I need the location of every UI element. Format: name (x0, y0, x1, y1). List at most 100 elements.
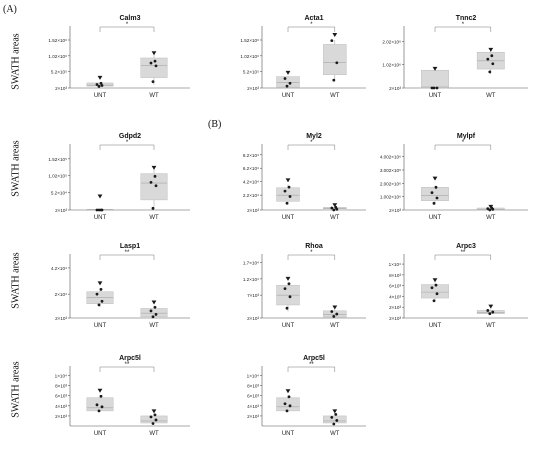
y-tick-label: 1×10⁴ (247, 374, 259, 379)
mean-marker (285, 70, 291, 75)
y-tick-label: 4.002×10⁶ (380, 155, 401, 160)
significance-marker: ** (125, 250, 130, 256)
chart-title: Rhoa (305, 243, 323, 250)
mean-marker (332, 409, 338, 414)
y-tick-label: 2×10³ (247, 86, 259, 91)
significance-bracket (99, 144, 155, 150)
y-tick-label: 1.52×10⁵ (48, 157, 67, 162)
significance-marker: * (310, 140, 313, 146)
y-tick-label: 1.02×10⁶ (240, 54, 259, 59)
box (421, 284, 449, 299)
x-tick-label: UNT (282, 215, 295, 221)
significance-bracket (434, 144, 492, 150)
x-tick-label: UNT (429, 93, 442, 99)
data-point (288, 404, 292, 408)
x-tick-label: WT (330, 323, 340, 329)
box (86, 397, 114, 412)
box (276, 187, 300, 202)
data-point (154, 313, 158, 316)
data-point (151, 80, 155, 84)
box (421, 187, 449, 201)
mean-marker (97, 75, 103, 80)
x-tick-label: WT (149, 323, 159, 329)
data-point (288, 195, 292, 198)
significance-marker: * (310, 22, 313, 28)
y-tick-label: 4×10³ (389, 294, 401, 299)
data-point (488, 70, 492, 74)
x-tick-label: UNT (282, 431, 295, 437)
y-tick-label: 2×10³ (389, 305, 401, 310)
y-tick-label: 1.02×10⁵ (48, 174, 67, 179)
chart-mylpf-5: Mylpf 2×10³ 1.002×10⁶ 2.002×10⁶ 3.002×10⁶ 4.0… (380, 133, 528, 221)
data-point (95, 208, 99, 212)
mean-marker (332, 32, 338, 37)
y-tick-label: 1×10⁴ (389, 262, 401, 267)
box (140, 415, 168, 424)
data-point (335, 419, 339, 422)
y-tick-label: 6.2×10⁴ (243, 166, 259, 171)
mean-marker (432, 278, 438, 283)
y-tick-label: 2×10³ (55, 86, 67, 91)
chart-title: Acta1 (304, 15, 323, 22)
data-point (283, 287, 287, 291)
x-tick-label: WT (330, 93, 340, 99)
y-tick-label: 8×10³ (55, 384, 67, 389)
data-point (283, 189, 287, 193)
x-tick-label: WT (486, 93, 496, 99)
data-point (490, 54, 494, 58)
data-point (154, 184, 158, 188)
y-tick-label: 2×10³ (247, 414, 259, 419)
y-tick-label: 6×10³ (55, 394, 67, 399)
box (140, 173, 168, 201)
chart-myl2-4: Myl2 2×10³ 2.2×10⁴ 4.2×10⁴ 6.2×10⁴ 8.2×10⁴ UNT… (243, 133, 366, 221)
data-point (486, 309, 490, 312)
panel-label-a: (A) (3, 4, 17, 15)
significance-marker: * (462, 22, 465, 28)
y-tick-label: 2×10³ (389, 208, 401, 213)
y-tick-label: 4.2×10⁴ (243, 180, 259, 185)
data-point (287, 185, 291, 189)
mean-marker (488, 304, 494, 309)
mean-marker (151, 409, 157, 414)
x-tick-label: UNT (94, 215, 107, 221)
data-point (332, 422, 336, 426)
significance-bracket (434, 254, 492, 260)
y-tick-label: 1.02×10⁶ (48, 54, 67, 59)
significance-marker: ** (125, 362, 130, 368)
data-point (151, 422, 155, 425)
data-point (97, 409, 101, 413)
data-point (330, 416, 334, 419)
chart-title: Arpc5l (119, 355, 141, 362)
data-point (153, 305, 157, 309)
mean-marker (151, 165, 157, 170)
data-point (432, 86, 436, 90)
y-tick-label: 4×10³ (55, 404, 67, 409)
significance-bracket (287, 254, 336, 260)
y-tick-label: 2×10³ (389, 86, 401, 91)
data-point (335, 312, 339, 316)
y-tick-label: 1.002×10⁶ (380, 195, 401, 200)
data-point (432, 201, 436, 205)
y-tick-label: 2.02×10⁶ (382, 39, 401, 44)
y-tick-label: 2×10³ (55, 414, 67, 419)
y-tick-label: 3.002×10⁶ (380, 168, 401, 173)
y-tick-label: 4.2×10⁴ (51, 266, 67, 271)
significance-bracket (287, 366, 336, 372)
y-tick-label: 1.52×10⁶ (48, 38, 67, 43)
mean-marker (488, 47, 494, 52)
data-point (432, 299, 436, 303)
x-tick-label: UNT (282, 323, 295, 329)
y-tick-label: 2×10³ (247, 316, 259, 321)
chart-calm3-0: Calm3 2×10³ 5.2×10⁵ 1.02×10⁶ 1.52×10⁶ UNT WT * (48, 15, 190, 99)
y-tick-label: 1.52×10⁶ (240, 38, 259, 43)
data-point (488, 312, 492, 316)
chart-title: Arpc5l (303, 355, 325, 362)
mean-marker (488, 204, 494, 209)
y-tick-label: 5.2×10⁴ (51, 190, 67, 195)
data-point (488, 208, 492, 212)
data-point (95, 403, 99, 407)
data-point (486, 57, 490, 61)
data-point (285, 409, 289, 413)
